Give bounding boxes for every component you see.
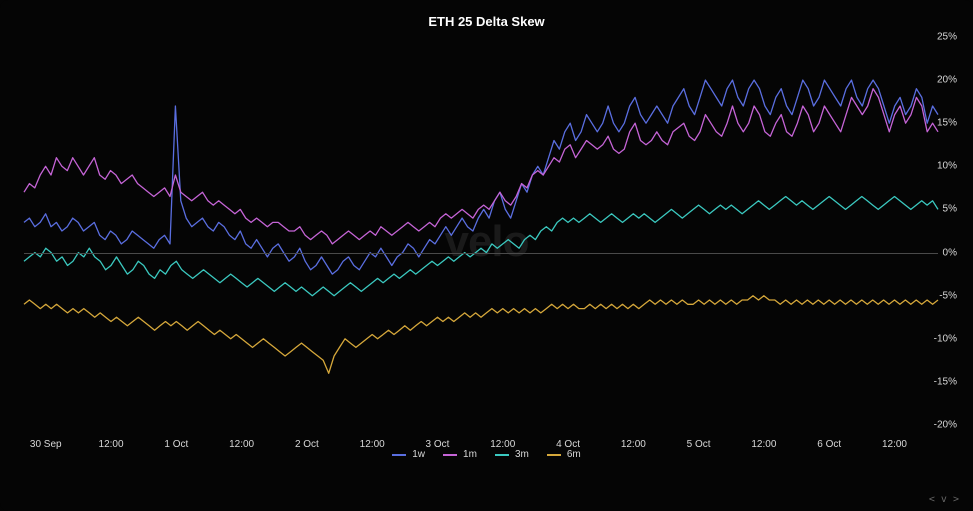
- y-axis-tick-label: 0%: [943, 247, 957, 258]
- series-line-1m: [24, 89, 938, 244]
- line-chart-svg: [10, 37, 963, 447]
- chart-title: ETH 25 Delta Skew: [10, 14, 963, 29]
- x-axis-tick-label: 12:00: [882, 439, 907, 450]
- x-axis-tick-label: 5 Oct: [687, 439, 711, 450]
- legend-item-1m[interactable]: 1m: [443, 449, 477, 460]
- y-axis-tick-label: -15%: [934, 376, 957, 387]
- y-axis-tick-label: 10%: [937, 161, 957, 172]
- x-axis-tick-label: 12:00: [360, 439, 385, 450]
- x-axis-tick-label: 30 Sep: [30, 439, 62, 450]
- series-line-1w: [24, 80, 938, 274]
- y-axis-tick-label: -10%: [934, 333, 957, 344]
- x-axis-tick-label: 12:00: [621, 439, 646, 450]
- x-axis-tick-label: 12:00: [99, 439, 124, 450]
- zero-gridline: [24, 253, 938, 254]
- legend-item-6m[interactable]: 6m: [547, 449, 581, 460]
- plot-area: velo 25%20%15%10%5%0%-5%-10%-15%-20%30 S…: [10, 37, 963, 447]
- series-line-6m: [24, 296, 938, 374]
- chart-container: ETH 25 Delta Skew velo 25%20%15%10%5%0%-…: [0, 0, 973, 511]
- x-axis-tick-label: 12:00: [229, 439, 254, 450]
- x-axis-tick-label: 4 Oct: [556, 439, 580, 450]
- legend-swatch: [547, 454, 561, 456]
- legend: 1w 1m 3m 6m: [10, 449, 963, 460]
- y-axis-tick-label: 15%: [937, 118, 957, 129]
- legend-label: 1m: [463, 449, 477, 460]
- legend-swatch: [392, 454, 406, 456]
- legend-swatch: [495, 454, 509, 456]
- y-axis-tick-label: 20%: [937, 75, 957, 86]
- y-axis-tick-label: 25%: [937, 32, 957, 43]
- legend-item-3m[interactable]: 3m: [495, 449, 529, 460]
- y-axis-tick-label: -20%: [934, 420, 957, 431]
- legend-label: 1w: [412, 449, 425, 460]
- series-line-3m: [24, 197, 938, 296]
- x-axis-tick-label: 2 Oct: [295, 439, 319, 450]
- legend-item-1w[interactable]: 1w: [392, 449, 425, 460]
- y-axis-tick-label: -5%: [939, 290, 957, 301]
- x-axis-tick-label: 1 Oct: [164, 439, 188, 450]
- legend-label: 3m: [515, 449, 529, 460]
- legend-label: 6m: [567, 449, 581, 460]
- footer-icon: < v >: [929, 494, 959, 505]
- x-axis-tick-label: 6 Oct: [817, 439, 841, 450]
- x-axis-tick-label: 12:00: [490, 439, 515, 450]
- legend-swatch: [443, 454, 457, 456]
- x-axis-tick-label: 3 Oct: [426, 439, 450, 450]
- y-axis-tick-label: 5%: [943, 204, 957, 215]
- x-axis-tick-label: 12:00: [751, 439, 776, 450]
